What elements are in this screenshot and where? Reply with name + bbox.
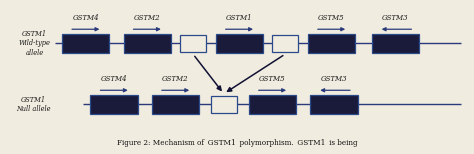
Bar (124, 34, 171, 53)
Text: GSTM1: GSTM1 (226, 14, 253, 22)
Text: Figure 2: Mechanism of  GSTM1  polymorphism.  GSTM1  is being: Figure 2: Mechanism of GSTM1 polymorphis… (117, 139, 357, 147)
Bar (180, 35, 206, 52)
Text: GSTM1
Wild-type
allele: GSTM1 Wild-type allele (18, 30, 50, 57)
Text: GSTM5: GSTM5 (318, 14, 345, 22)
Bar (216, 34, 263, 53)
Text: GSTM4: GSTM4 (73, 14, 99, 22)
Bar (308, 34, 355, 53)
Text: GSTM3: GSTM3 (382, 14, 409, 22)
Text: GSTM2: GSTM2 (162, 75, 189, 83)
Bar (62, 34, 109, 53)
Bar (211, 96, 237, 113)
Bar (91, 95, 138, 114)
Text: GSTM3: GSTM3 (320, 75, 347, 83)
Text: GSTM2: GSTM2 (134, 14, 161, 22)
Text: GSTM5: GSTM5 (259, 75, 286, 83)
Text: GSTM1
Null allele: GSTM1 Null allele (16, 96, 50, 113)
Bar (310, 95, 357, 114)
Bar (152, 95, 199, 114)
Bar (372, 34, 419, 53)
Text: GSTM4: GSTM4 (101, 75, 128, 83)
Bar (249, 95, 296, 114)
Bar (273, 35, 299, 52)
